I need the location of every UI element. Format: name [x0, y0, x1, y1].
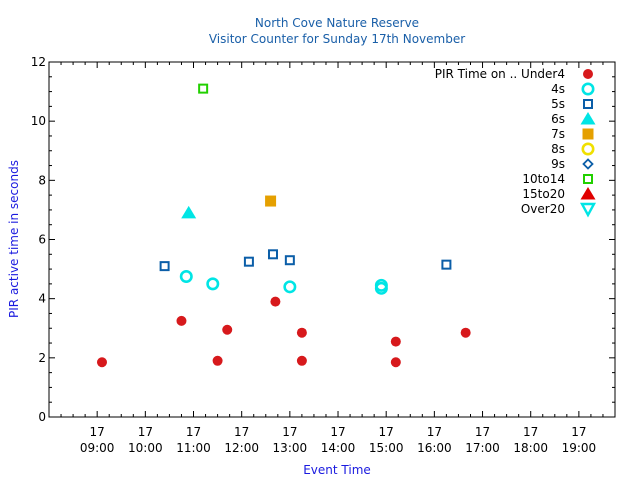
y-tick-label: 4 [38, 292, 46, 306]
y-tick-label: 10 [31, 114, 46, 128]
legend-label-4s: 4s [551, 82, 565, 96]
data-point-5s [267, 249, 278, 260]
legend-marker-15to20 [580, 187, 596, 200]
data-point-4s [283, 280, 297, 294]
x-axis-title: Event Time [303, 463, 371, 477]
legend-marker-8s [581, 142, 595, 156]
x-tick-label-time: 12:00 [224, 441, 259, 455]
x-tick-label-day: 17 [571, 425, 586, 439]
x-tick-label-time: 16:00 [417, 441, 452, 455]
x-tick-label-day: 17 [90, 425, 105, 439]
x-tick-label-day: 17 [427, 425, 442, 439]
y-tick-label: 12 [31, 55, 46, 69]
legend-marker-4s [581, 82, 595, 96]
data-point-under4 [296, 327, 307, 338]
legend-marker-5s [583, 99, 593, 109]
data-point-4s [179, 269, 193, 283]
legend-label-7s: 7s [551, 127, 565, 141]
data-point-under4 [390, 357, 401, 368]
x-tick-label-time: 15:00 [369, 441, 404, 455]
y-tick-label: 8 [38, 173, 46, 187]
x-tick-label-time: 11:00 [176, 441, 211, 455]
data-point-4s [206, 277, 220, 291]
data-point-under4 [96, 357, 107, 368]
y-tick-label: 2 [38, 351, 46, 365]
x-tick-label-time: 10:00 [128, 441, 163, 455]
legend-label-5s: 5s [551, 97, 565, 111]
legend-label-under4: PIR Time on .. Under4 [435, 67, 565, 81]
x-tick-label-day: 17 [138, 425, 153, 439]
x-tick-label-day: 17 [330, 425, 345, 439]
legend-marker-6s [580, 112, 596, 125]
data-point-under4 [176, 315, 187, 326]
data-point-under4 [296, 355, 307, 366]
x-tick-label-time: 09:00 [80, 441, 115, 455]
legend-label-8s: 8s [551, 142, 565, 156]
data-points [96, 83, 471, 368]
legend: PIR Time on .. Under44s5s6s7s8s9s10to141… [435, 67, 597, 218]
y-tick-label: 6 [38, 233, 46, 247]
legend-label-6s: 6s [551, 112, 565, 126]
data-point-under4 [212, 355, 223, 366]
chart-subtitle: Visitor Counter for Sunday 17th November [209, 32, 465, 46]
legend-marker-under4 [583, 69, 593, 79]
plot-frame [48, 61, 616, 418]
x-tick-label-time: 13:00 [273, 441, 308, 455]
legend-marker-7s [582, 128, 594, 140]
x-tick-label-day: 17 [282, 425, 297, 439]
data-point-under4 [460, 327, 471, 338]
data-point-6s [181, 205, 197, 219]
data-point-5s [159, 261, 170, 272]
x-tick-label-time: 18:00 [513, 441, 548, 455]
x-tick-label-day: 17 [379, 425, 394, 439]
x-tick-label-time: 17:00 [465, 441, 500, 455]
x-tick-label-day: 17 [186, 425, 201, 439]
legend-label-10to14: 10to14 [522, 172, 565, 186]
legend-label-over20: Over20 [521, 202, 565, 216]
data-point-7s [265, 195, 277, 207]
legend-marker-9s [582, 158, 594, 170]
data-point-under4 [222, 324, 233, 335]
chart-title: North Cove Nature Reserve [255, 16, 419, 30]
data-point-5s [441, 259, 452, 270]
data-point-under4 [270, 296, 281, 307]
y-axis-title: PIR active time in seconds [7, 160, 21, 318]
legend-label-15to20: 15to20 [522, 187, 565, 201]
data-point-4s [374, 281, 388, 295]
legend-marker-over20 [579, 202, 597, 218]
data-point-5s [243, 256, 254, 267]
legend-label-9s: 9s [551, 157, 565, 171]
x-tick-label-time: 14:00 [321, 441, 356, 455]
legend-marker-10to14 [583, 174, 593, 184]
axes: 0 2 4 6 8 10 12 17 09:00 17 10:00 17 11:00 17 12:00 17 1… [31, 55, 616, 455]
x-tick-label-day: 17 [234, 425, 249, 439]
x-tick-label-day: 17 [523, 425, 538, 439]
y-tick-label: 0 [38, 410, 46, 424]
data-point-under4 [390, 336, 401, 347]
x-tick-label-day: 17 [475, 425, 490, 439]
data-point-5s [284, 255, 295, 266]
x-tick-label-time: 19:00 [562, 441, 597, 455]
data-point-10to14 [198, 83, 209, 94]
